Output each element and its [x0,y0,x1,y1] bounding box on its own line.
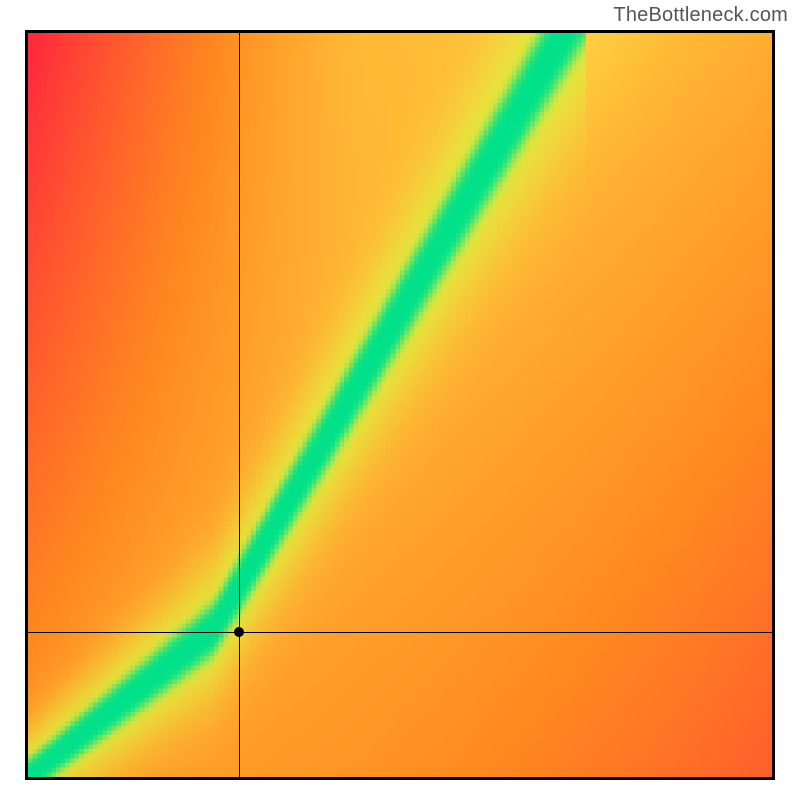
crosshair-vertical [239,33,240,777]
chart-container: TheBottleneck.com [0,0,800,800]
marker-dot [234,627,244,637]
crosshair-horizontal [28,632,772,633]
heatmap-plot [25,30,775,780]
attribution-text: TheBottleneck.com [613,4,788,27]
heatmap-canvas [28,33,772,777]
